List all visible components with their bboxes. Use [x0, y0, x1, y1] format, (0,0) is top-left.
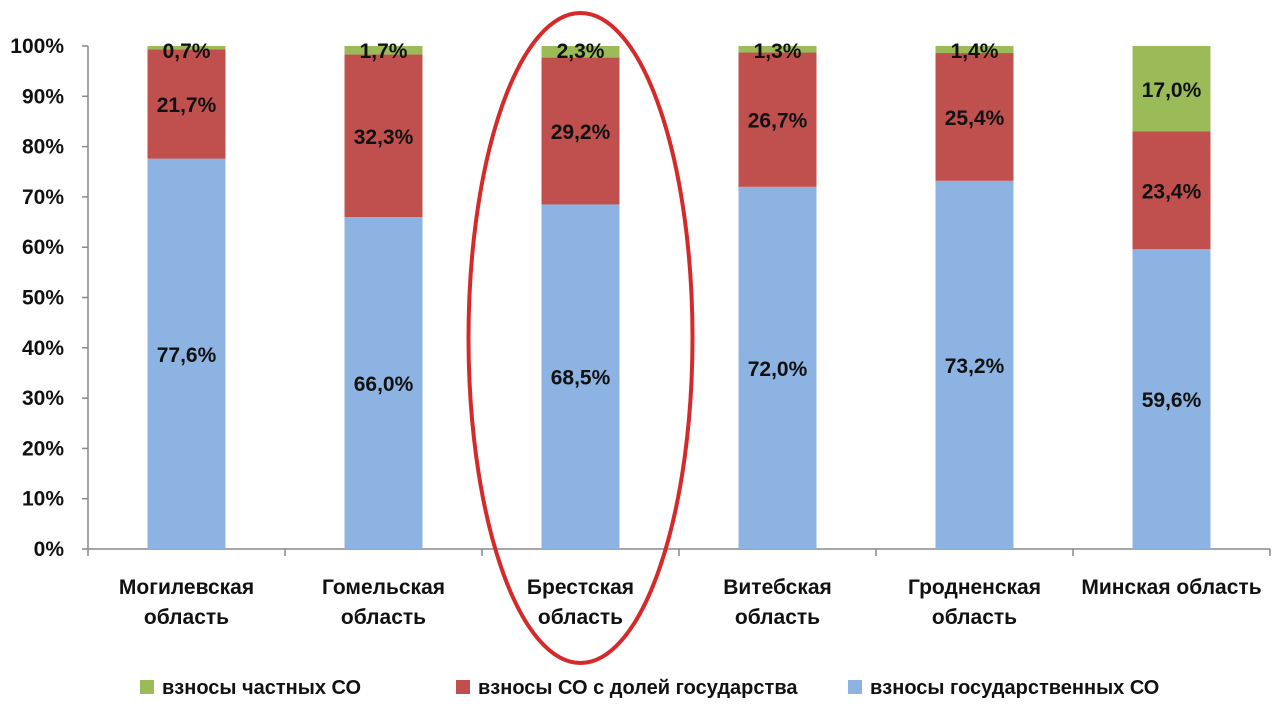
bar-segment: [147, 49, 226, 159]
bar-segment: [344, 46, 423, 55]
y-tick-label: 10%: [22, 488, 64, 511]
bar-segment: [541, 204, 620, 549]
highlight-ellipse: [466, 11, 695, 665]
data-label: 21,7%: [157, 94, 217, 117]
y-tick-label: 100%: [10, 35, 64, 58]
data-label: 2,3%: [557, 40, 605, 63]
legend-label: взносы государственных СО: [870, 677, 1159, 699]
category-label: Витебская: [723, 576, 832, 599]
bar-segment: [935, 46, 1014, 54]
data-label: 72,0%: [748, 358, 808, 381]
data-label: 77,6%: [157, 344, 217, 367]
bar-segment: [147, 46, 226, 50]
y-tick-label: 70%: [22, 186, 64, 209]
data-label: 25,4%: [945, 107, 1005, 130]
bar-segment: [738, 52, 817, 187]
legend-swatch: [848, 680, 862, 694]
category-label: область: [341, 606, 426, 629]
category-label: Минская область: [1081, 576, 1261, 599]
bar-segment: [935, 180, 1014, 549]
bar-segment: [541, 46, 620, 58]
category-label: Гродненская: [908, 576, 1041, 599]
y-tick-label: 40%: [22, 337, 64, 360]
data-label: 73,2%: [945, 355, 1005, 378]
legend-swatch: [456, 680, 470, 694]
y-tick-label: 50%: [22, 287, 64, 310]
bar-segment: [147, 158, 226, 549]
data-label: 0,7%: [163, 40, 211, 63]
legend-swatch: [140, 680, 154, 694]
category-label: область: [144, 606, 229, 629]
data-label: 66,0%: [354, 373, 414, 396]
bar-segment: [1132, 46, 1211, 132]
category-label: область: [538, 606, 623, 629]
y-tick-label: 90%: [22, 85, 64, 108]
category-label: Могилевская: [119, 576, 254, 599]
bar-segment: [541, 57, 620, 205]
category-label: Брестская: [527, 576, 634, 599]
y-tick-label: 30%: [22, 387, 64, 410]
legend-label: взносы частных СО: [162, 677, 361, 699]
bar-segment: [1132, 131, 1211, 250]
legend-label: взносы СО с долей государства: [478, 677, 798, 699]
data-label: 1,7%: [360, 40, 408, 63]
data-label: 26,7%: [748, 110, 808, 133]
data-label: 59,6%: [1142, 389, 1202, 412]
data-label: 17,0%: [1142, 79, 1202, 102]
category-label: Гомельская: [322, 576, 445, 599]
bar-segment: [738, 186, 817, 549]
bar-segment: [344, 54, 423, 218]
y-tick-label: 20%: [22, 437, 64, 460]
category-label: область: [932, 606, 1017, 629]
y-tick-label: 60%: [22, 236, 64, 259]
bar-segment: [1132, 249, 1211, 549]
data-label: 68,5%: [551, 367, 611, 390]
data-label: 1,3%: [754, 40, 802, 63]
bar-segment: [344, 217, 423, 549]
category-label: область: [735, 606, 820, 629]
data-label: 1,4%: [951, 40, 999, 63]
bar-segment: [935, 53, 1014, 181]
y-tick-label: 0%: [34, 538, 65, 561]
y-tick-label: 80%: [22, 136, 64, 159]
data-label: 32,3%: [354, 126, 414, 149]
bar-segment: [738, 46, 817, 53]
data-label: 23,4%: [1142, 180, 1202, 203]
data-label: 29,2%: [551, 121, 611, 144]
